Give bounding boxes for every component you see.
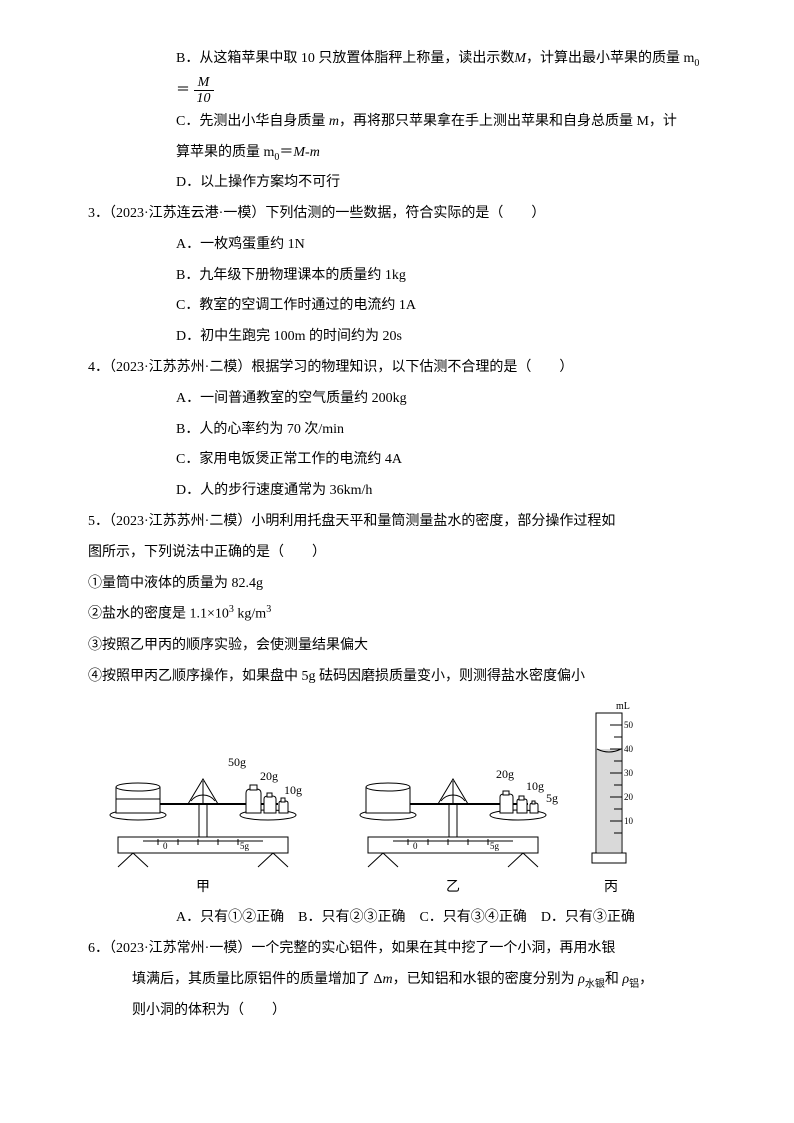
q2-optC-m: m (329, 114, 339, 129)
balance-scale-yi: 20g 10g 5g 0 5g (338, 749, 568, 869)
q3-D: D．初中生跑完 100m 的时间约为 20s (88, 322, 706, 353)
caption-jia: 甲 (88, 873, 318, 904)
q6-line1: 6．（2023·江苏常州·一模）一个完整的实心铝件，如果在其中挖了一个小洞，再用… (88, 934, 706, 965)
q4-D: D．人的步行速度通常为 36km/h (88, 476, 706, 507)
q2-optC-a: C．先测出小华自身质量 (176, 114, 329, 129)
q2-optC-Mm: M-m (293, 145, 319, 160)
weight-label-50g: 50g (228, 749, 246, 775)
q2-optD: D．以上操作方案均不可行 (88, 168, 706, 199)
q3-A: A．一枚鸡蛋重约 1N (88, 230, 706, 261)
cylinder-svg: mL 50 40 30 20 10 (588, 699, 634, 869)
svg-text:0: 0 (163, 841, 168, 851)
caption-bing: 丙 (588, 873, 634, 904)
q2-optB-M: M (514, 51, 526, 66)
q3-B: B．九年级下册物理课本的质量约 1kg (88, 261, 706, 292)
weight-label-10g: 10g (284, 777, 302, 803)
figure-yi: 20g 10g 5g 0 5g (338, 749, 568, 904)
balance-scale-jia: 50g 20g 10g 0 5g (88, 749, 318, 869)
q2-optC-b: ，再将那只苹果拿在手上测出苹果和自身总质量 M，计 (339, 114, 677, 129)
q2-optB-text2: ，计算出最小苹果的质量 m (526, 51, 694, 66)
q6-m: m (383, 972, 393, 987)
weight-label-10g-yi: 10g (526, 773, 544, 799)
weight-label-20g-yi: 20g (496, 761, 514, 787)
svg-text:5g: 5g (240, 841, 250, 851)
q2-optB-frac-line: ＝ M 10 (88, 75, 706, 107)
weight-label-20g: 20g (260, 763, 278, 789)
page: B．从这箱苹果中取 10 只放置体脂秤上称量，读出示数M，计算出最小苹果的质量 … (0, 0, 794, 1070)
svg-text:10: 10 (624, 816, 634, 826)
q2-optC-line1: C．先测出小华自身质量 m，再将那只苹果拿在手上测出苹果和自身总质量 M，计 (88, 107, 706, 138)
q2-optC-eq: ＝ (279, 145, 293, 160)
q6-l1b: 填满后，其质量比原铝件的质量增加了 Δ (132, 972, 383, 987)
q6-l1c: ，已知铝和水银的密度分别为 (393, 972, 579, 987)
q5-B: B．只有②③正确 (298, 903, 405, 934)
q6-l1d: ， (639, 972, 653, 987)
q2-optB-sub: 0 (694, 58, 699, 69)
svg-text:50: 50 (624, 720, 634, 730)
q5-s3: ③按照乙甲丙的顺序实验，会使测量结果偏大 (88, 631, 706, 662)
q2-eq: ＝ (176, 83, 190, 98)
q2-optB-text: B．从这箱苹果中取 10 只放置体脂秤上称量，读出示数 (176, 51, 514, 66)
q6-and: 和 (605, 972, 623, 987)
caption-yi: 乙 (338, 873, 568, 904)
q4-B: B．人的心率约为 70 次/min (88, 415, 706, 446)
q6-line2: 填满后，其质量比原铝件的质量增加了 Δm，已知铝和水银的密度分别为 ρ水银和 ρ… (88, 965, 706, 996)
q3-C: C．教室的空调工作时通过的电流约 1A (88, 291, 706, 322)
figure-jia: 50g 20g 10g 0 5g (88, 749, 318, 904)
balance-svg: 0 5g (88, 749, 318, 869)
q5-s2b: kg/m (234, 607, 266, 622)
fraction-M-over-10: M 10 (194, 75, 214, 107)
figure-row: 50g 20g 10g 0 5g (88, 699, 706, 904)
svg-text:5g: 5g (490, 841, 500, 851)
q6-l1a: 6．（2023·江苏常州·一模）一个完整的实心铝件，如果在其中挖了一个小洞，再用… (88, 941, 615, 956)
figure-bing: mL 50 40 30 20 10 (588, 699, 634, 904)
svg-text:20: 20 (624, 792, 634, 802)
q4-A: A．一间普通教室的空气质量约 200kg (88, 384, 706, 415)
q5-stem1: 5．（2023·江苏苏州·二模）小明利用托盘天平和量筒测量盐水的密度，部分操作过… (88, 507, 706, 538)
q4-stem: 4．（2023·江苏苏州·二模）根据学习的物理知识，以下估测不合理的是（ ） (88, 353, 706, 384)
q2-optC-line2: 算苹果的质量 m0＝M-m (88, 138, 706, 169)
q2-optB: B．从这箱苹果中取 10 只放置体脂秤上称量，读出示数M，计算出最小苹果的质量 … (88, 44, 706, 75)
q2-optC-c: 算苹果的质量 m (176, 145, 274, 160)
q5-s2: ②盐水的密度是 1.1×103 kg/m3 (88, 599, 706, 630)
q5-options: A．只有①②正确 B．只有②③正确 C．只有③④正确 D．只有③正确 (88, 903, 706, 934)
q6-rho1: ρ (578, 972, 585, 987)
q5-stem2: 图所示，下列说法中正确的是（ ） (88, 538, 706, 569)
q5-s2exp2: 3 (266, 604, 271, 615)
q5-s1: ①量筒中液体的质量为 82.4g (88, 569, 706, 600)
q6-line3: 则小洞的体积为（ ） (88, 996, 706, 1027)
q3-stem: 3．（2023·江苏连云港·一模）下列估测的一些数据，符合实际的是（ ） (88, 199, 706, 230)
weight-label-5g-yi: 5g (546, 785, 558, 811)
frac-den: 10 (194, 91, 214, 106)
svg-text:30: 30 (624, 768, 634, 778)
q5-A: A．只有①②正确 (176, 903, 284, 934)
svg-text:0: 0 (413, 841, 418, 851)
svg-text:40: 40 (624, 744, 634, 754)
balance-svg-yi: 0 5g (338, 749, 568, 869)
q6-sub2: 铝 (629, 979, 639, 990)
q5-D: D．只有③正确 (541, 903, 635, 934)
q5-s2a: ②盐水的密度是 1.1×10 (88, 607, 229, 622)
q4-C: C．家用电饭煲正常工作的电流约 4A (88, 445, 706, 476)
q5-C: C．只有③④正确 (419, 903, 526, 934)
q5-s4: ④按照甲丙乙顺序操作，如果盘中 5g 砝码因磨损质量变小，则测得盐水密度偏小 (88, 662, 706, 693)
q6-sub1: 水银 (585, 979, 605, 990)
graduated-cylinder: mL 50 40 30 20 10 (588, 699, 634, 869)
frac-num: M (194, 75, 214, 91)
cyl-unit: mL (616, 701, 630, 712)
